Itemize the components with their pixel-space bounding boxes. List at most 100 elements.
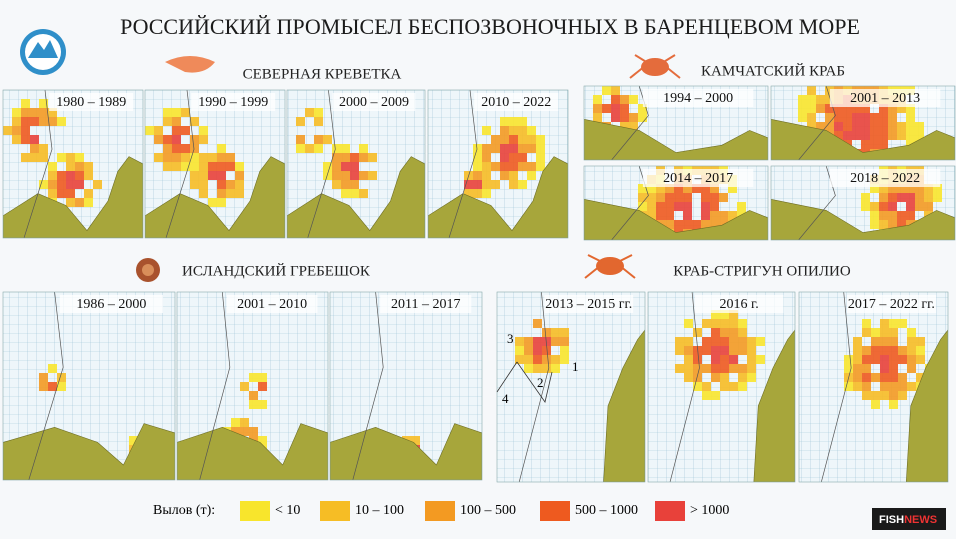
catch-cell: [729, 328, 738, 337]
catch-cell: [825, 86, 834, 95]
map-panel: 2016 г.: [647, 291, 796, 483]
panel-frame: [2, 89, 144, 239]
catch-cell: [341, 144, 350, 153]
catch-cell: [702, 319, 711, 328]
catch-cell: [527, 144, 536, 153]
catch-cell: [843, 113, 852, 122]
map-panel: 2013 – 2015 гг.: [496, 291, 646, 483]
catch-cell: [199, 171, 208, 180]
panel-frame: [798, 291, 949, 483]
catch-cell: [683, 211, 692, 220]
catch-cell: [226, 162, 235, 171]
catch-cell: [701, 211, 710, 220]
catch-cell: [509, 162, 518, 171]
catch-cell: [518, 117, 527, 126]
catch-cell: [350, 153, 359, 162]
catch-cell: [807, 113, 816, 122]
catch-cell: [747, 355, 756, 364]
map-panel: 2017 – 2022 гг.: [798, 291, 949, 483]
catch-cell: [66, 153, 75, 162]
catch-cell: [620, 104, 629, 113]
catch-cell: [871, 337, 880, 346]
catch-cell: [879, 211, 888, 220]
catch-cell: [906, 202, 915, 211]
catch-cell: [843, 131, 852, 140]
catch-cell: [720, 319, 729, 328]
legend-swatch: [655, 501, 685, 521]
catch-cell: [737, 202, 746, 211]
catch-cell: [524, 364, 533, 373]
catch-cell: [48, 180, 57, 189]
catch-cell: [684, 355, 693, 364]
catch-cell: [527, 135, 536, 144]
catch-cell: [172, 162, 181, 171]
catch-cell: [48, 171, 57, 180]
catch-cell: [190, 162, 199, 171]
catch-cell: [84, 189, 93, 198]
catch-cell: [66, 189, 75, 198]
catch-cell: [807, 86, 816, 95]
catch-cell: [693, 328, 702, 337]
catch-cell: [852, 131, 861, 140]
catch-cell: [915, 122, 924, 131]
catch-cell: [305, 108, 314, 117]
catch-cell: [871, 373, 880, 382]
catch-cell: [871, 355, 880, 364]
land: [3, 423, 175, 480]
land: [771, 198, 955, 240]
catch-cell: [807, 95, 816, 104]
catch-cell: [551, 364, 560, 373]
catch-cell: [665, 193, 674, 202]
catch-cell: [729, 355, 738, 364]
catch-cell: [862, 373, 871, 382]
label-bg: [191, 93, 276, 111]
panel-label: 2010 – 2022: [481, 95, 551, 110]
map-body: [145, 90, 285, 238]
boundary: [165, 90, 195, 238]
catch-cell: [515, 337, 524, 346]
catch-cell: [551, 337, 560, 346]
catch-cell: [862, 382, 871, 391]
catch-cell: [500, 135, 509, 144]
catch-cell: [240, 427, 249, 436]
catch-cell: [924, 193, 933, 202]
catch-cell: [702, 364, 711, 373]
catch-cell: [880, 382, 889, 391]
catch-cell: [509, 144, 518, 153]
catch-cell: [518, 126, 527, 135]
map-body: [287, 90, 425, 238]
boundary: [448, 90, 478, 238]
catch-cell: [3, 126, 12, 135]
catch-cell: [560, 355, 569, 364]
catch-cell: [217, 180, 226, 189]
catch-cell: [880, 373, 889, 382]
catch-cell: [756, 355, 765, 364]
catch-cell: [825, 95, 834, 104]
catch-cell: [536, 153, 545, 162]
catch-cell: [871, 391, 880, 400]
catch-cell: [199, 135, 208, 144]
label-bg: [59, 295, 163, 313]
catch-cell: [217, 162, 226, 171]
catch-cell: [665, 220, 674, 229]
catch-cell: [190, 153, 199, 162]
catch-cell: [509, 126, 518, 135]
catch-cell: [190, 180, 199, 189]
catch-cell: [880, 364, 889, 373]
catch-cell: [720, 328, 729, 337]
catch-cell: [48, 117, 57, 126]
catch-cell: [684, 364, 693, 373]
catch-cell: [57, 373, 66, 382]
catch-cell: [879, 131, 888, 140]
catch-cell: [163, 153, 172, 162]
catch-cell: [464, 180, 473, 189]
catch-cell: [341, 171, 350, 180]
catch-cell: [199, 180, 208, 189]
catch-cell: [880, 355, 889, 364]
catch-cell: [702, 337, 711, 346]
catch-cell: [844, 382, 853, 391]
catch-cell: [30, 117, 39, 126]
catch-cell: [527, 162, 536, 171]
land: [428, 156, 568, 238]
catch-cell: [48, 189, 57, 198]
